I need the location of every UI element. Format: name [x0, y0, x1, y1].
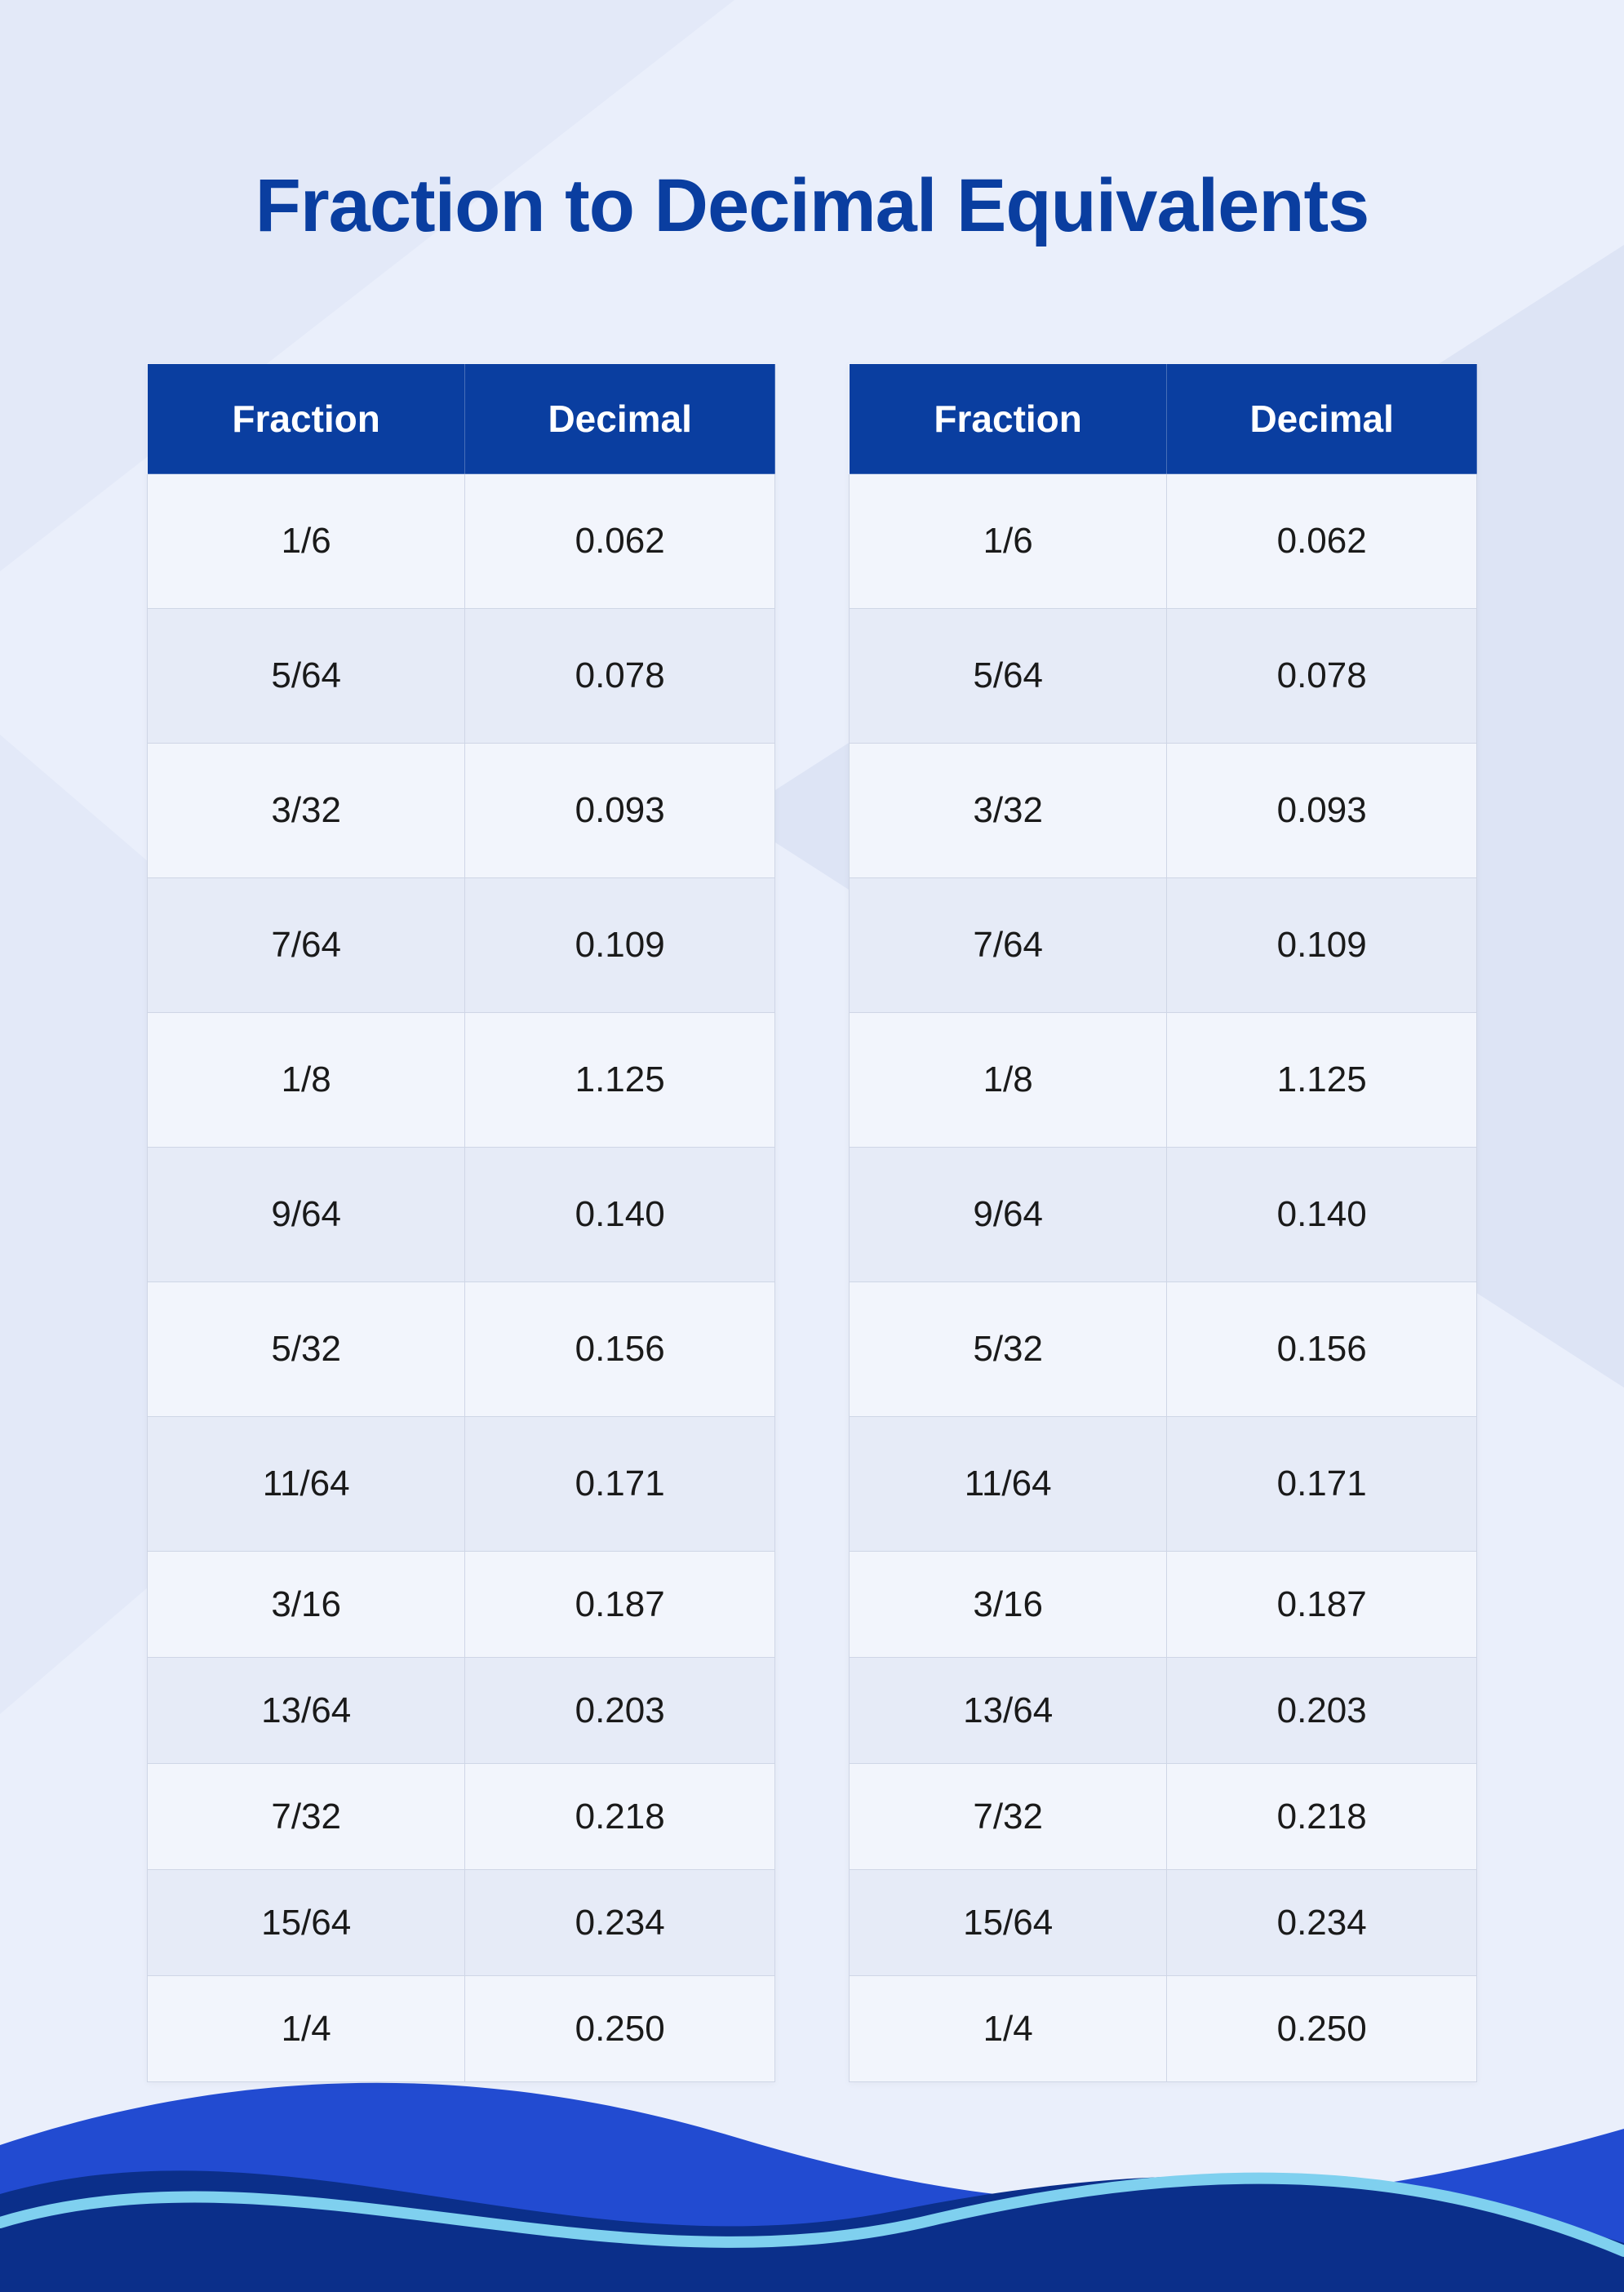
fraction-cell: 7/64 — [850, 878, 1167, 1013]
fraction-cell: 7/32 — [850, 1764, 1167, 1870]
decimal-cell: 0.109 — [465, 878, 775, 1013]
column-header: Fraction — [850, 364, 1167, 474]
decimal-cell: 0.062 — [1167, 474, 1477, 609]
table-row: 7/640.109 — [148, 878, 775, 1013]
table-row: 7/320.218 — [850, 1764, 1477, 1870]
fraction-cell: 13/64 — [850, 1658, 1167, 1764]
decimal-cell: 0.218 — [1167, 1764, 1477, 1870]
fraction-cell: 1/8 — [148, 1013, 465, 1148]
decimal-cell: 0.250 — [1167, 1976, 1477, 2082]
decimal-cell: 0.062 — [465, 474, 775, 609]
decimal-cell: 0.250 — [465, 1976, 775, 2082]
table-row: 5/640.078 — [148, 609, 775, 744]
decimal-cell: 0.078 — [465, 609, 775, 744]
decimal-cell: 1.125 — [465, 1013, 775, 1148]
decimal-cell: 0.218 — [465, 1764, 775, 1870]
column-header: Decimal — [465, 364, 775, 474]
fraction-cell: 9/64 — [850, 1148, 1167, 1282]
decimal-cell: 0.187 — [1167, 1552, 1477, 1658]
table-row: 15/640.234 — [850, 1870, 1477, 1976]
decimal-cell: 0.234 — [465, 1870, 775, 1976]
fraction-cell: 1/6 — [148, 474, 465, 609]
decimal-cell: 0.234 — [1167, 1870, 1477, 1976]
fraction-cell: 11/64 — [148, 1417, 465, 1552]
fraction-table-right: FractionDecimal1/60.0625/640.0783/320.09… — [849, 363, 1477, 2082]
table-row: 7/640.109 — [850, 878, 1477, 1013]
column-header: Fraction — [148, 364, 465, 474]
decimal-cell: 0.140 — [465, 1148, 775, 1282]
table-row: 5/640.078 — [850, 609, 1477, 744]
decimal-cell: 0.093 — [465, 744, 775, 878]
table-row: 11/640.171 — [850, 1417, 1477, 1552]
decimal-cell: 0.171 — [465, 1417, 775, 1552]
fraction-cell: 9/64 — [148, 1148, 465, 1282]
table-row: 9/640.140 — [850, 1148, 1477, 1282]
fraction-cell: 3/16 — [148, 1552, 465, 1658]
table-row: 1/81.125 — [850, 1013, 1477, 1148]
fraction-cell: 3/32 — [850, 744, 1167, 878]
table-row: 1/81.125 — [148, 1013, 775, 1148]
fraction-cell: 1/6 — [850, 474, 1167, 609]
table-row: 1/60.062 — [148, 474, 775, 609]
fraction-cell: 5/64 — [148, 609, 465, 744]
decimal-cell: 0.156 — [1167, 1282, 1477, 1417]
page-title: Fraction to Decimal Equivalents — [147, 163, 1477, 249]
fraction-table-left: FractionDecimal1/60.0625/640.0783/320.09… — [147, 363, 775, 2082]
fraction-cell: 5/64 — [850, 609, 1167, 744]
fraction-cell: 5/32 — [148, 1282, 465, 1417]
fraction-cell: 3/32 — [148, 744, 465, 878]
fraction-cell: 7/64 — [148, 878, 465, 1013]
fraction-cell: 1/4 — [148, 1976, 465, 2082]
table-row: 3/320.093 — [148, 744, 775, 878]
table-row: 1/40.250 — [850, 1976, 1477, 2082]
table-row: 5/320.156 — [850, 1282, 1477, 1417]
table-row: 3/320.093 — [850, 744, 1477, 878]
table-row: 3/160.187 — [850, 1552, 1477, 1658]
decimal-cell: 0.109 — [1167, 878, 1477, 1013]
decimal-cell: 0.187 — [465, 1552, 775, 1658]
decimal-cell: 0.203 — [465, 1658, 775, 1764]
table-row: 3/160.187 — [148, 1552, 775, 1658]
fraction-cell: 7/32 — [148, 1764, 465, 1870]
table-row: 15/640.234 — [148, 1870, 775, 1976]
table-row: 13/640.203 — [148, 1658, 775, 1764]
decimal-cell: 0.140 — [1167, 1148, 1477, 1282]
table-row: 5/320.156 — [148, 1282, 775, 1417]
fraction-cell: 15/64 — [148, 1870, 465, 1976]
fraction-cell: 1/8 — [850, 1013, 1167, 1148]
decimal-cell: 0.156 — [465, 1282, 775, 1417]
decimal-cell: 0.078 — [1167, 609, 1477, 744]
decimal-cell: 0.093 — [1167, 744, 1477, 878]
decimal-cell: 1.125 — [1167, 1013, 1477, 1148]
fraction-cell: 1/4 — [850, 1976, 1167, 2082]
table-row: 9/640.140 — [148, 1148, 775, 1282]
tables-container: FractionDecimal1/60.0625/640.0783/320.09… — [147, 363, 1477, 2082]
decimal-cell: 0.171 — [1167, 1417, 1477, 1552]
table-row: 1/60.062 — [850, 474, 1477, 609]
table-row: 7/320.218 — [148, 1764, 775, 1870]
table-row: 11/640.171 — [148, 1417, 775, 1552]
fraction-cell: 11/64 — [850, 1417, 1167, 1552]
decimal-cell: 0.203 — [1167, 1658, 1477, 1764]
table-row: 1/40.250 — [148, 1976, 775, 2082]
fraction-cell: 13/64 — [148, 1658, 465, 1764]
table-row: 13/640.203 — [850, 1658, 1477, 1764]
fraction-cell: 3/16 — [850, 1552, 1167, 1658]
column-header: Decimal — [1167, 364, 1477, 474]
fraction-cell: 5/32 — [850, 1282, 1167, 1417]
fraction-cell: 15/64 — [850, 1870, 1167, 1976]
